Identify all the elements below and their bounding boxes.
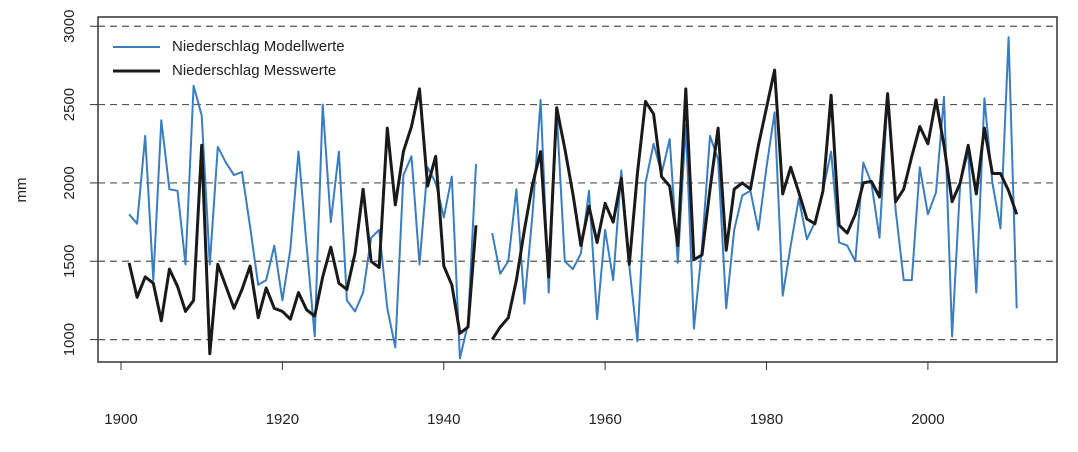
x-tick-label: 1940 — [427, 411, 460, 428]
x-tick-label: 2000 — [911, 411, 944, 428]
y-axis-label: mm — [13, 178, 30, 203]
x-tick-label: 1960 — [588, 411, 621, 428]
y-tick-label: 2000 — [61, 166, 78, 199]
x-tick-label: 1900 — [104, 411, 137, 428]
y-tick-label: 2500 — [61, 88, 78, 121]
legend-label: Niederschlag Modellwerte — [172, 38, 345, 55]
y-tick-label: 1500 — [61, 245, 78, 278]
y-tick-label: 3000 — [61, 10, 78, 43]
x-tick-label: 1920 — [266, 411, 299, 428]
plot-frame — [97, 16, 1058, 363]
data-line — [128, 36, 1018, 360]
legend-label: Niederschlag Messwerte — [172, 62, 336, 79]
y-tick-label: 1000 — [61, 323, 78, 356]
data-line — [127, 68, 1019, 356]
x-tick-label: 1980 — [750, 411, 783, 428]
